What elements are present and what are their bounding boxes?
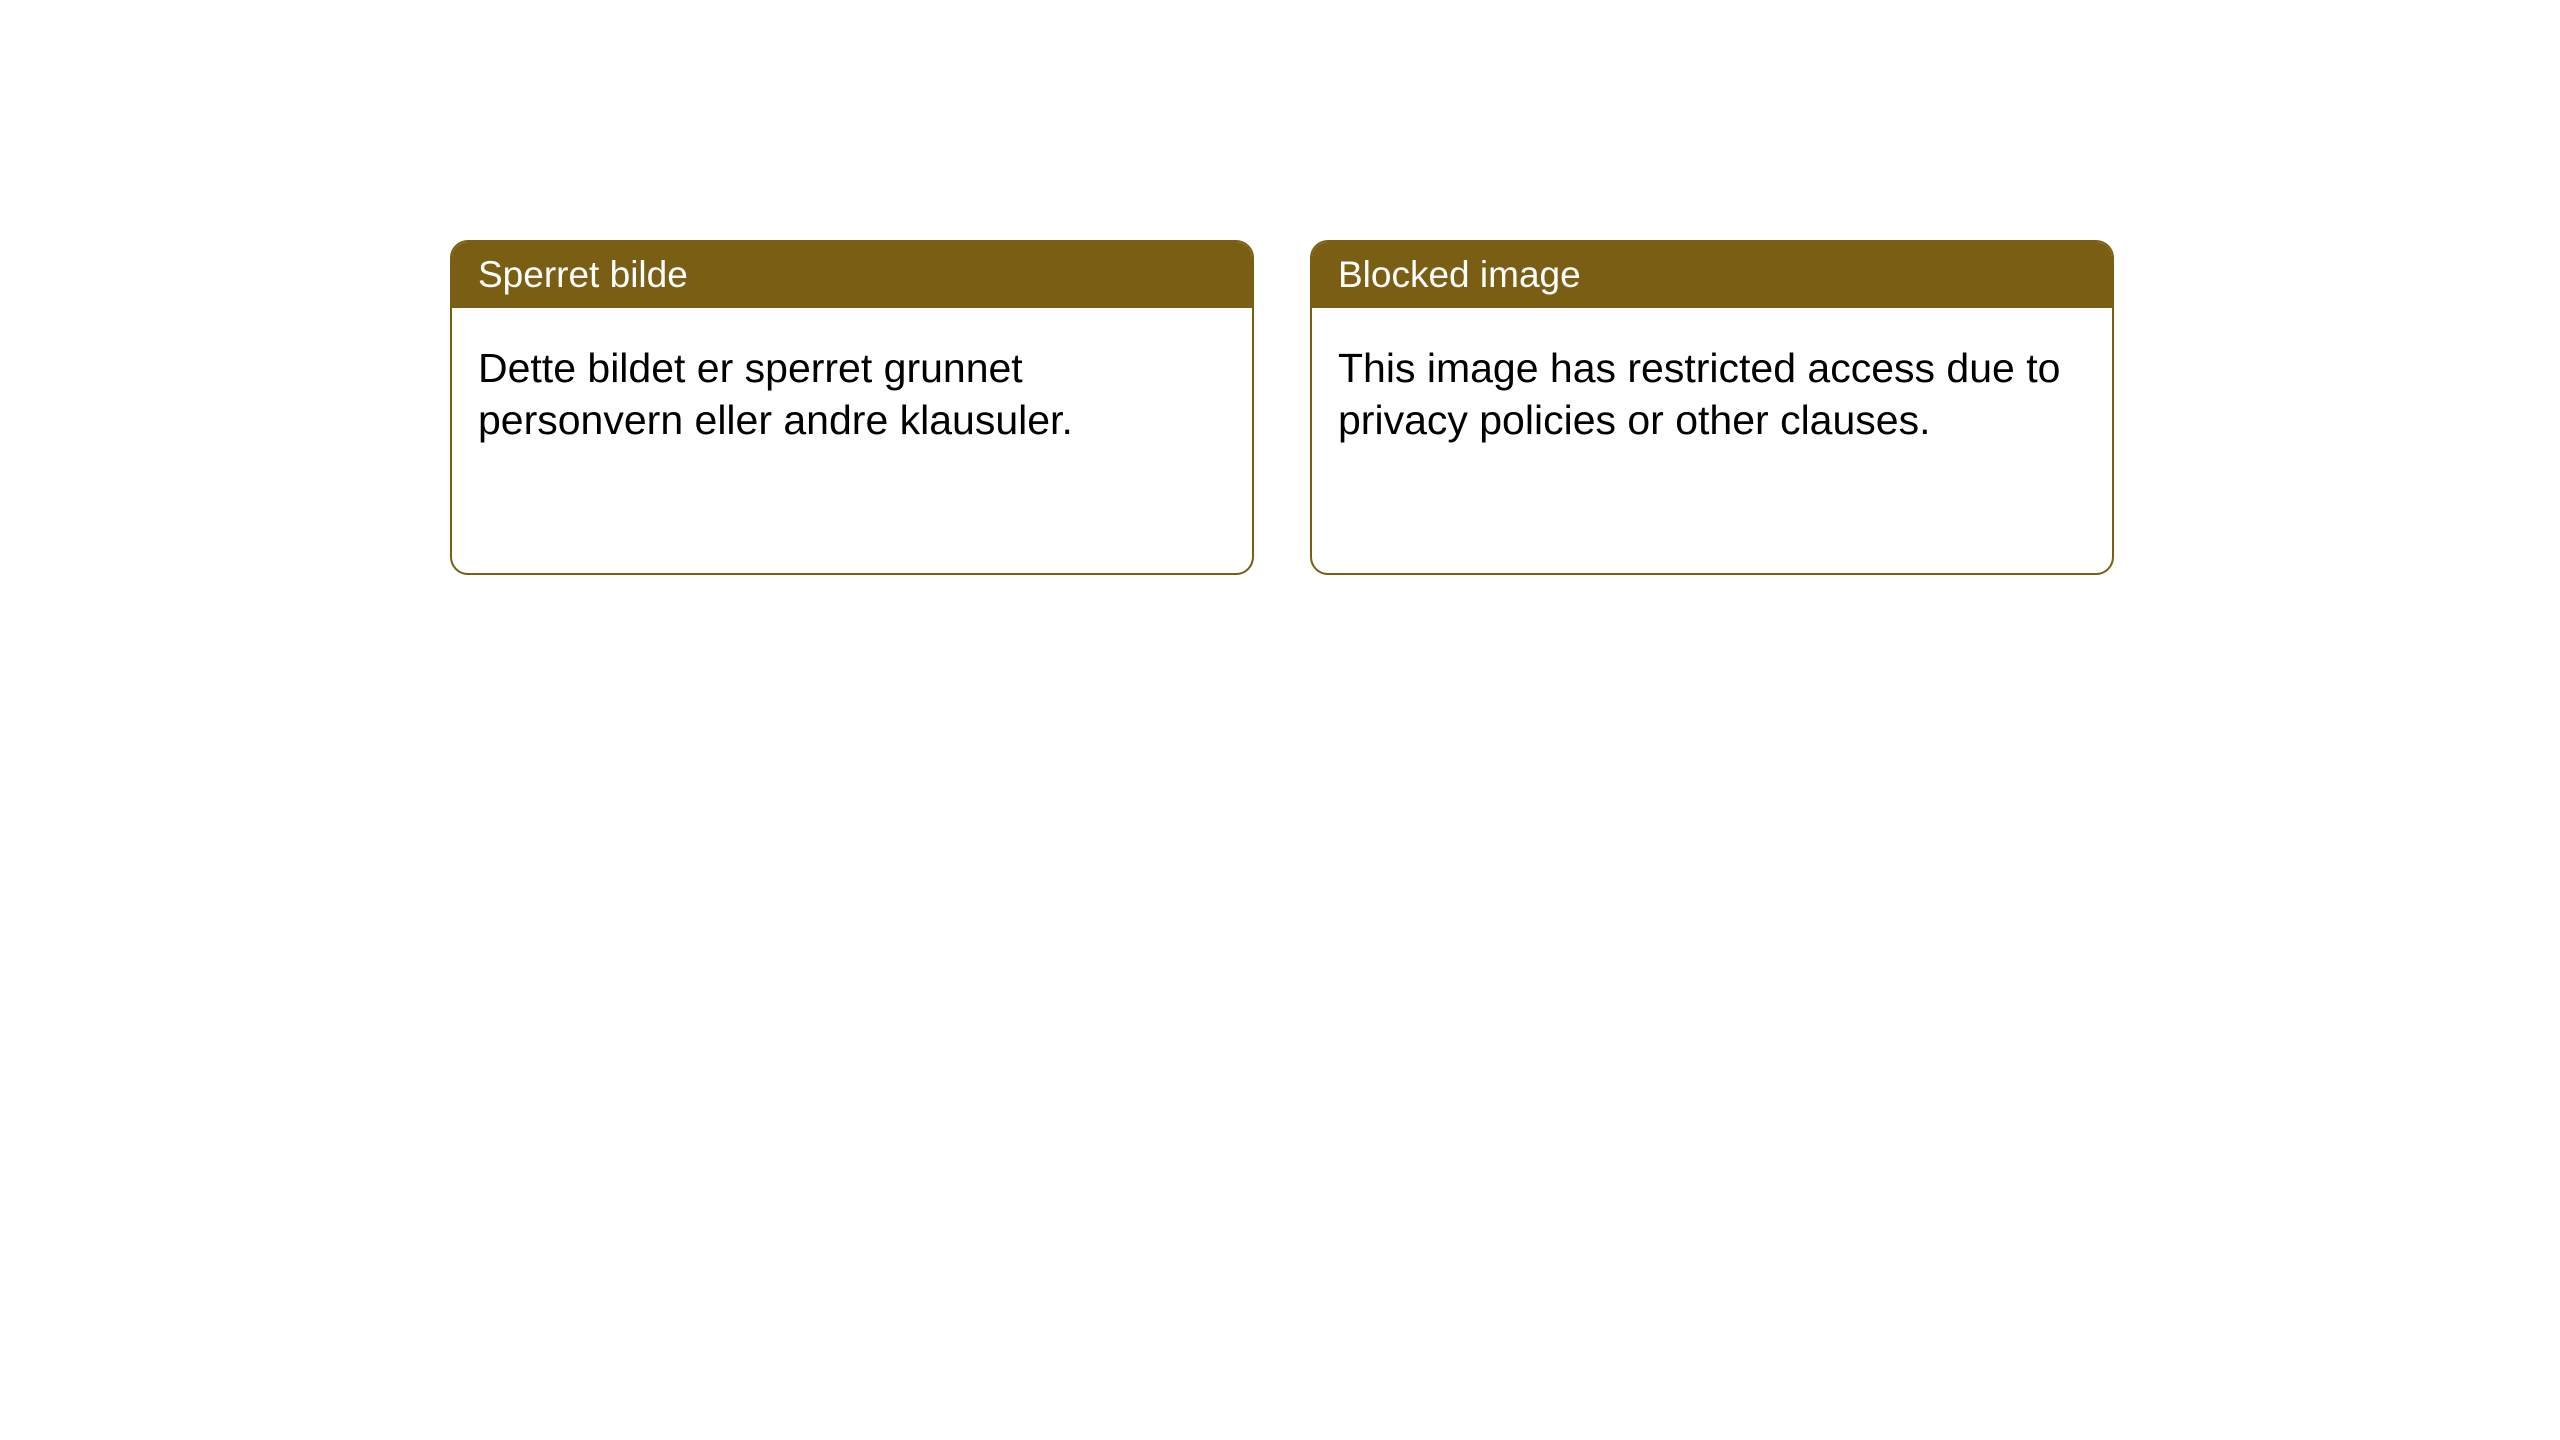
notice-card-english: Blocked image This image has restricted …	[1310, 240, 2114, 575]
notice-text: Dette bildet er sperret grunnet personve…	[478, 345, 1073, 443]
notice-title: Sperret bilde	[478, 254, 688, 295]
notice-body: This image has restricted access due to …	[1312, 308, 2112, 481]
notice-card-norwegian: Sperret bilde Dette bildet er sperret gr…	[450, 240, 1254, 575]
notice-container: Sperret bilde Dette bildet er sperret gr…	[0, 0, 2560, 575]
notice-text: This image has restricted access due to …	[1338, 345, 2060, 443]
notice-header: Blocked image	[1312, 242, 2112, 308]
notice-header: Sperret bilde	[452, 242, 1252, 308]
notice-body: Dette bildet er sperret grunnet personve…	[452, 308, 1252, 481]
notice-title: Blocked image	[1338, 254, 1581, 295]
